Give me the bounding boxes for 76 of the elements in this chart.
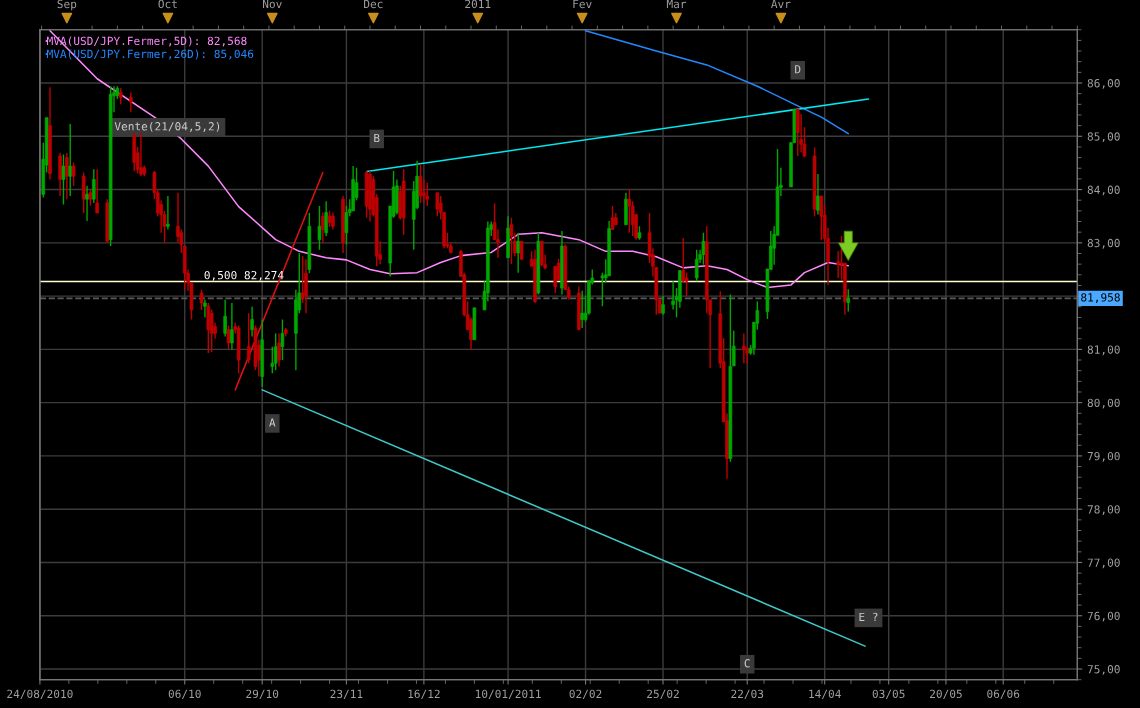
x-tick-label: 06/10 — [168, 689, 201, 699]
candlestick — [317, 205, 322, 251]
ref-line-label: 81,958 — [1081, 293, 1120, 303]
y-tick-label: 80,00 — [1087, 398, 1120, 409]
y-tick-label: 77,00 — [1087, 558, 1120, 569]
candlestick — [61, 153, 66, 206]
candlestick — [166, 195, 170, 231]
candlestick — [539, 240, 544, 267]
annotation: C — [744, 659, 750, 668]
candlestick — [81, 171, 86, 214]
candlestick — [418, 163, 423, 204]
x-tick-label: 24/08/2010 — [7, 689, 73, 699]
candlestick — [68, 123, 72, 197]
annotation: Vente(21/04,5,2) — [114, 121, 220, 132]
line-series — [584, 30, 850, 135]
candlestick — [600, 271, 605, 307]
x-tick-label: 25/02 — [647, 689, 679, 699]
annotation: D — [795, 65, 801, 74]
candlestick — [71, 161, 76, 187]
x-tick-label: 06/06 — [987, 689, 1020, 699]
y-tick-label: 85,00 — [1087, 132, 1120, 143]
candlestick — [661, 295, 665, 316]
y-tick-label: 76,00 — [1087, 611, 1120, 622]
x-tick-label: 29/10 — [246, 689, 279, 699]
candlestick — [304, 258, 308, 314]
candlestick — [519, 240, 524, 261]
x2-tick-label: 2011 — [465, 0, 491, 9]
candlestick — [58, 152, 62, 197]
x2-tick-label: Dec — [364, 0, 383, 9]
x-tick-label: 23/11 — [330, 689, 363, 699]
x2-tick-label: Fev — [573, 0, 592, 9]
candlestick — [226, 324, 231, 351]
candlestick — [95, 168, 99, 214]
x-tick-label: 10/01/2011 — [475, 689, 541, 699]
candlestick — [250, 306, 254, 338]
y-tick-label: 78,00 — [1087, 505, 1120, 516]
x-tick-label: 20/05 — [930, 689, 962, 699]
annotation: B — [374, 133, 380, 143]
candlestick — [273, 332, 278, 371]
y-tick-label: 79,00 — [1087, 451, 1120, 462]
candlestick — [846, 288, 851, 313]
candlestick — [553, 265, 558, 294]
y-tick-label: 86,00 — [1087, 79, 1120, 89]
x-tick-label: 16/12 — [408, 689, 440, 699]
candlestick — [223, 299, 227, 338]
candlestick — [425, 181, 430, 207]
annotation: E ? — [859, 612, 878, 621]
candlestick — [819, 195, 824, 241]
x2-tick-label: Sep — [57, 0, 77, 11]
candlestick — [206, 302, 211, 354]
candlestick — [324, 200, 328, 237]
candlestick — [422, 178, 426, 204]
y-tick-label: 75,00 — [1087, 665, 1120, 675]
x-tick-label: 14/04 — [809, 689, 841, 699]
candlestick — [203, 299, 207, 319]
candlestick — [65, 152, 69, 200]
candlestick — [684, 271, 689, 297]
x2-tick-label: Mar — [666, 0, 687, 9]
y-tick-label: 81,00 — [1087, 345, 1120, 356]
x2-tick-label: Avr — [771, 0, 791, 8]
x-tick-label: 03/05 — [872, 689, 905, 699]
y-tick-label: 84,00 — [1087, 185, 1120, 196]
candlestick — [246, 312, 251, 364]
x2-tick-label: Oct — [158, 0, 177, 9]
candlestick — [85, 185, 89, 222]
x-tick-label: 22/03 — [731, 689, 764, 699]
y-tick-label: 83,00 — [1087, 238, 1120, 249]
candlestick — [92, 168, 96, 204]
candlestick — [816, 173, 820, 216]
candlestick — [199, 289, 204, 311]
annotation: A — [269, 418, 276, 427]
candlestick — [129, 91, 133, 114]
x2-tick-label: Nov — [263, 0, 282, 9]
candlestick — [435, 192, 440, 217]
candlestick — [277, 332, 281, 368]
x-tick-label: 02/02 — [569, 689, 602, 699]
